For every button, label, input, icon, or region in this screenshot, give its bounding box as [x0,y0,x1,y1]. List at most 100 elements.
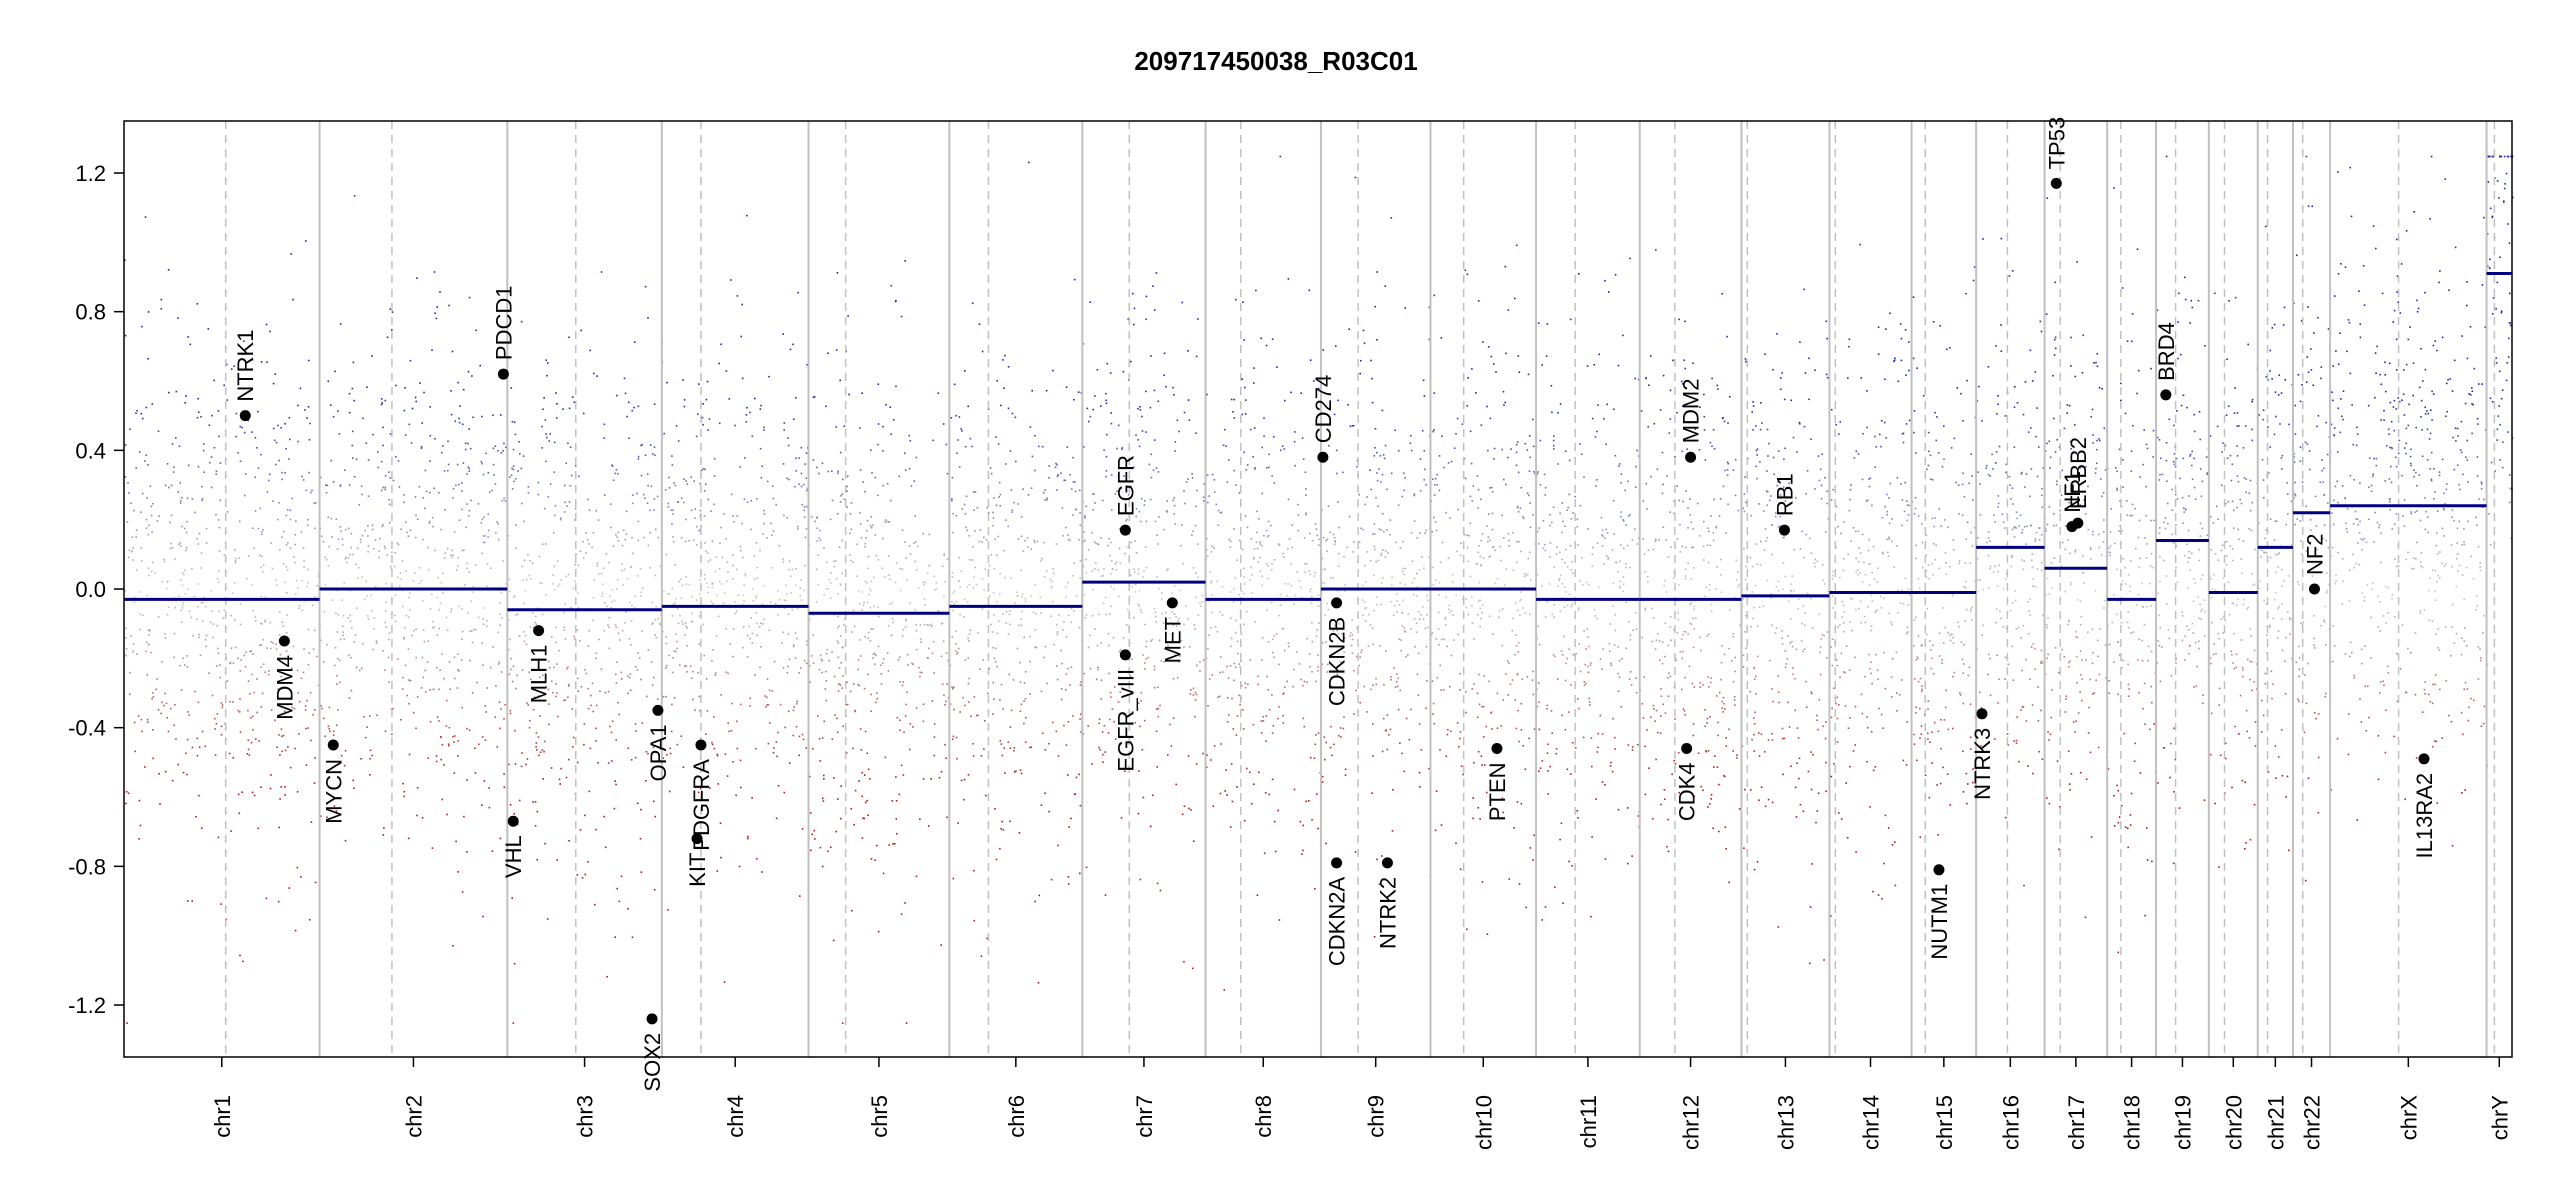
probe-point [1505,568,1508,570]
probe-point [638,657,641,659]
probe-point [298,733,300,735]
probe-point [825,680,828,682]
probe-point [1521,678,1524,680]
probe-point [429,435,432,437]
probe-point [382,834,385,836]
probe-point [1369,560,1372,562]
probe-point [992,713,994,715]
probe-point [1693,608,1695,611]
probe-point [175,437,177,439]
probe-point [147,567,150,570]
probe-point [1557,585,1559,587]
probe-point [1678,791,1680,794]
probe-point [1029,660,1031,663]
probe-point [1108,613,1111,615]
probe-point [482,541,485,544]
probe-point [485,452,487,455]
probe-point [215,723,218,725]
probe-point [1072,456,1074,459]
probe-point [642,587,644,590]
probe-point [560,767,562,770]
probe-point [825,405,827,408]
probe-point [536,858,538,861]
probe-point [1202,752,1204,755]
probe-point [684,622,687,624]
probe-point [953,603,956,605]
probe-point [220,734,223,736]
probe-point [1056,489,1058,491]
probe-point [552,574,554,576]
probe-point [771,534,773,536]
probe-point [316,655,318,658]
probe-point [886,652,889,654]
probe-point [1279,604,1282,607]
probe-point [524,634,527,637]
probe-point [475,329,477,332]
probe-point [1297,503,1299,506]
probe-point [1477,750,1480,753]
probe-point [232,701,234,703]
probe-point [1465,598,1467,600]
probe-point [1303,680,1306,683]
probe-point [1273,559,1276,561]
probe-point [190,616,193,619]
probe-point [513,480,515,483]
probe-point [1145,520,1148,523]
probe-point [1422,429,1424,432]
probe-point [710,510,712,512]
probe-point [164,692,166,695]
probe-point [760,477,763,479]
probe-point [319,476,322,479]
probe-point [888,844,890,846]
probe-point [213,446,216,449]
probe-point [1515,244,1518,247]
probe-point [1382,454,1385,456]
probe-point [404,434,407,436]
probe-point [1566,509,1569,511]
probe-point [380,460,383,463]
probe-point [510,668,512,671]
probe-point [1157,400,1160,403]
probe-point [331,599,334,601]
probe-point [915,456,918,459]
probe-point [800,667,802,669]
probe-point [429,608,432,610]
probe-point [713,716,715,718]
probe-point [1382,549,1384,551]
probe-point [862,817,864,819]
probe-point [363,598,366,601]
probe-point [291,497,294,500]
probe-point [1410,532,1413,534]
probe-point [160,712,162,715]
probe-point [640,591,643,594]
probe-point [615,673,617,676]
probe-point [712,649,714,651]
probe-point [583,723,586,725]
probe-point [221,704,224,706]
probe-point [186,520,188,523]
probe-point [251,431,253,433]
probe-point [434,549,436,552]
probe-point [1605,528,1608,531]
probe-point [1601,668,1603,670]
probe-point [1123,713,1125,716]
probe-point [1356,465,1358,468]
probe-point [406,694,408,697]
probe-point [1358,541,1361,543]
probe-point [1043,575,1046,578]
probe-point [285,650,288,652]
probe-point [1110,585,1112,588]
probe-point [280,786,283,788]
probe-point [544,842,546,845]
probe-point [1251,802,1253,805]
probe-point [938,776,941,779]
probe-point [547,496,550,498]
probe-point [772,530,775,532]
probe-point [1197,318,1199,320]
probe-point [338,433,341,435]
probe-point [568,840,570,842]
probe-point [736,568,738,571]
probe-point [284,422,286,425]
probe-point [1512,617,1514,620]
probe-point [1529,456,1531,459]
